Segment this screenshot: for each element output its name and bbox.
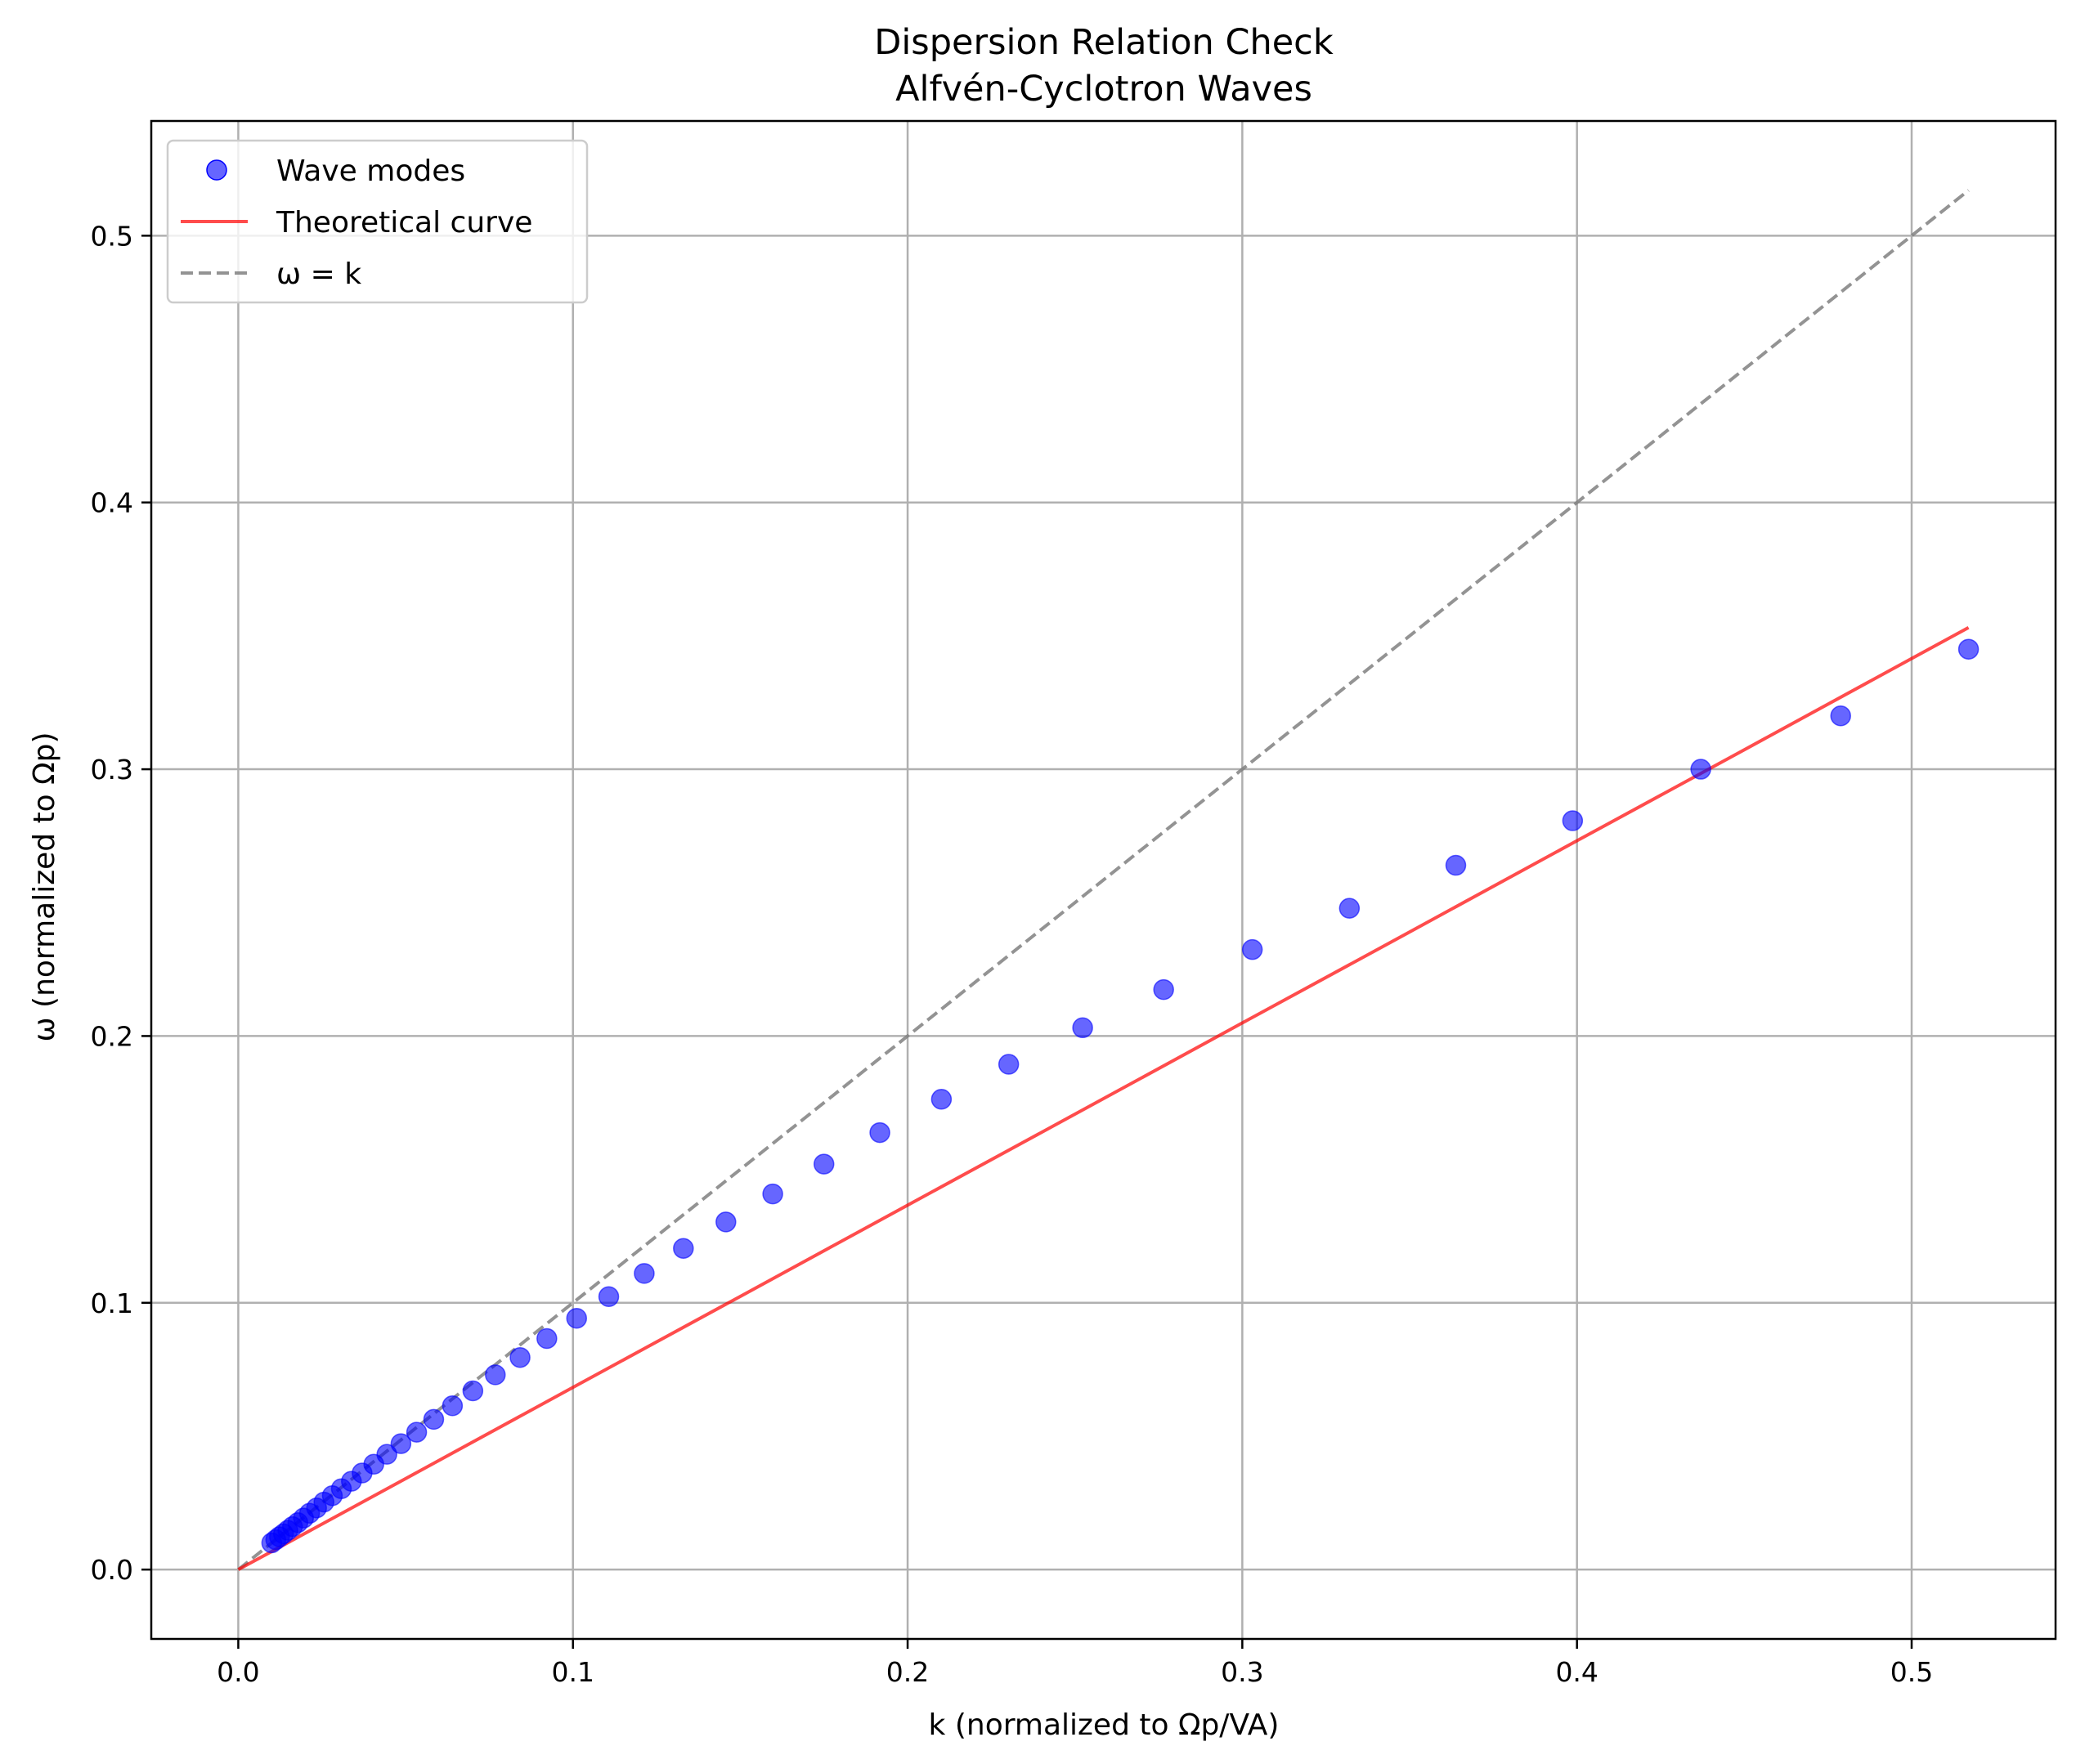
wave-mode-point bbox=[1445, 854, 1467, 876]
legend-marker-wave-modes bbox=[206, 159, 227, 181]
wave-mode-point bbox=[1690, 759, 1711, 780]
wave-mode-point bbox=[1153, 978, 1174, 1001]
wave-mode-point bbox=[485, 1364, 506, 1386]
wave-mode-point bbox=[715, 1211, 737, 1233]
wave-mode-point bbox=[762, 1183, 783, 1205]
y-tick-label: 0.0 bbox=[91, 1554, 133, 1586]
wave-mode-point bbox=[1241, 938, 1263, 960]
y-tick-label: 0.4 bbox=[91, 487, 133, 519]
wave-mode-point bbox=[462, 1380, 484, 1402]
wave-mode-point bbox=[566, 1307, 587, 1329]
wave-mode-point bbox=[1072, 1017, 1093, 1039]
series-line-theoretical-curve bbox=[237, 626, 1970, 1571]
x-tick-label: 0.4 bbox=[1555, 1656, 1598, 1688]
series-line-omega-equals-k bbox=[237, 189, 1970, 1571]
x-tick-label: 0.1 bbox=[551, 1656, 594, 1688]
wave-mode-point bbox=[1562, 810, 1584, 831]
wave-mode-point bbox=[423, 1408, 445, 1430]
wave-mode-point bbox=[813, 1153, 835, 1175]
wave-mode-point bbox=[536, 1327, 558, 1350]
legend-label-wave-modes: Wave modes bbox=[276, 154, 465, 188]
x-tick-label: 0.0 bbox=[217, 1656, 259, 1688]
wave-mode-point bbox=[406, 1421, 428, 1443]
legend-label-omega-equals-k: ω = k bbox=[276, 257, 361, 291]
wave-mode-point bbox=[998, 1054, 1020, 1075]
legend-box bbox=[166, 139, 589, 304]
wave-mode-point bbox=[390, 1433, 412, 1454]
wave-mode-point bbox=[376, 1444, 397, 1465]
x-tick-label: 0.5 bbox=[1890, 1656, 1933, 1688]
wave-mode-point bbox=[634, 1263, 655, 1284]
x-tick-label: 0.3 bbox=[1221, 1656, 1263, 1688]
legend: Wave modes Theoretical curve ω = k bbox=[166, 139, 589, 304]
y-tick-label: 0.5 bbox=[91, 220, 133, 252]
chart-title: Dispersion Relation Check bbox=[874, 22, 1334, 63]
wave-mode-point bbox=[442, 1395, 464, 1417]
wave-mode-point bbox=[598, 1286, 620, 1308]
y-tick-label: 0.3 bbox=[91, 754, 133, 786]
axes-frame bbox=[150, 119, 2057, 1641]
wave-mode-point bbox=[869, 1122, 890, 1144]
wave-mode-point bbox=[673, 1238, 694, 1259]
wave-mode-point bbox=[1957, 638, 1980, 660]
chart-subtitle: Alfvén-Cyclotron Waves bbox=[895, 69, 1312, 110]
plot-series bbox=[237, 189, 1980, 1571]
wave-mode-point bbox=[509, 1346, 531, 1368]
x-axis-label: k (normalized to Ωp/VA) bbox=[929, 1708, 1280, 1742]
y-tick-label: 0.1 bbox=[91, 1287, 133, 1319]
wave-mode-point bbox=[930, 1089, 953, 1110]
wave-mode-point bbox=[1338, 898, 1361, 919]
y-tick-label: 0.2 bbox=[91, 1020, 133, 1052]
grid-lines bbox=[151, 121, 2056, 1639]
wave-mode-point bbox=[1830, 705, 1851, 727]
legend-label-theoretical-curve: Theoretical curve bbox=[276, 206, 532, 240]
x-tick-label: 0.2 bbox=[886, 1656, 929, 1688]
y-axis-label: ω (normalized to Ωp) bbox=[28, 732, 61, 1041]
axis-ticks: 0.0 0.1 0.2 0.3 0.4 0.5 0.0 0.1 0.2 0.3 0.4 0.5 bbox=[91, 220, 1934, 1688]
